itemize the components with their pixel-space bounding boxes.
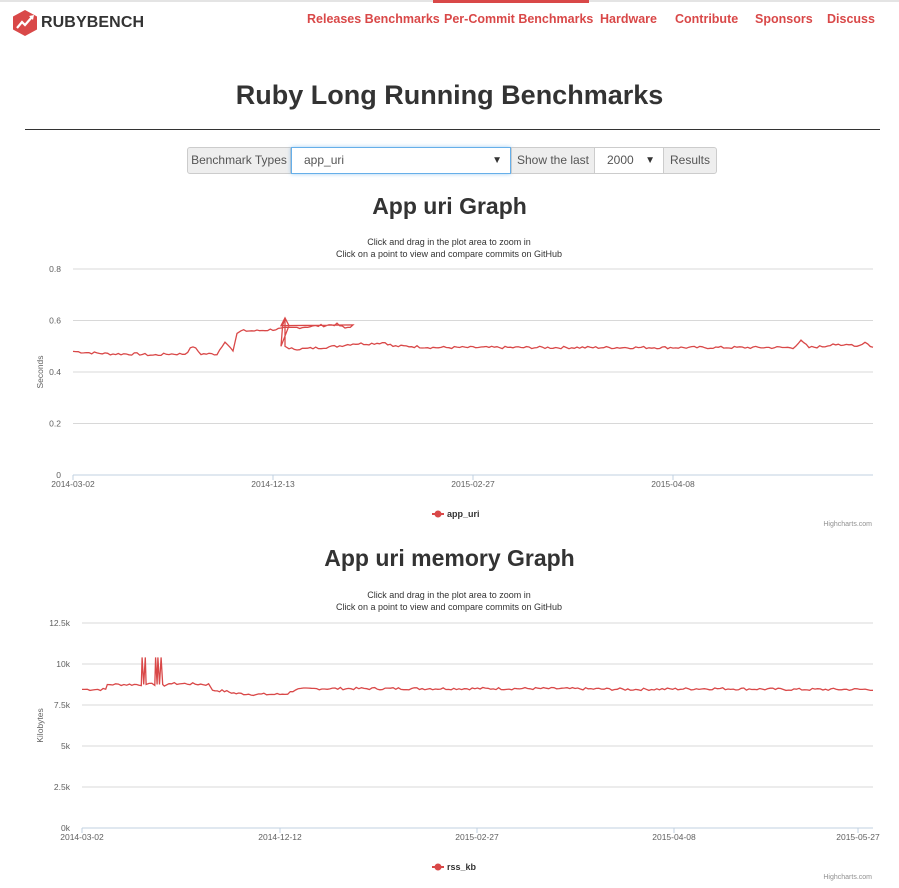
y-tick-label: 12.5k	[49, 618, 71, 628]
series-line-app_uri[interactable]	[72, 316, 874, 357]
app-uri-memory-chart[interactable]: Click and drag in the plot area to zoom …	[0, 583, 899, 883]
nav-active-indicator	[433, 0, 589, 3]
brand-name: RUBYBENCH	[41, 14, 145, 31]
x-tick-label: 2014-03-02	[51, 479, 95, 489]
show-last-label: Show the last	[511, 147, 595, 174]
y-tick-label: 0k	[61, 823, 71, 833]
y-tick-label: 0.8	[49, 264, 61, 274]
x-tick-label: 2014-12-13	[251, 479, 295, 489]
y-tick-label: 0.2	[49, 419, 61, 429]
benchmark-types-label: Benchmark Types	[187, 147, 291, 174]
y-axis-label: Kilobytes	[35, 708, 45, 743]
title-divider	[25, 129, 880, 130]
x-tick-label: 2015-02-27	[455, 832, 499, 842]
show-last-value: 2000	[607, 153, 634, 167]
x-tick-label: 2015-04-08	[651, 479, 695, 489]
nav-discuss[interactable]: Discuss	[827, 12, 875, 26]
legend-marker	[434, 863, 442, 871]
nav-per-commit-benchmarks[interactable]: Per-Commit Benchmarks	[444, 12, 594, 26]
app-uri-chart[interactable]: Click and drag in the plot area to zoom …	[0, 230, 899, 530]
y-tick-label: 10k	[56, 659, 70, 669]
chart-credits[interactable]: Highcharts.com	[823, 521, 872, 528]
nav-sponsors[interactable]: Sponsors	[755, 12, 813, 26]
legend-item-app_uri[interactable]: app_uri	[447, 509, 480, 519]
results-label: Results	[663, 147, 717, 174]
chart-title-app-uri-memory: App uri memory Graph	[324, 545, 575, 571]
chart-subtitle-line: Click and drag in the plot area to zoom …	[367, 237, 531, 247]
x-tick-label: 2014-12-12	[258, 832, 302, 842]
chart-title-app-uri: App uri Graph	[372, 193, 527, 219]
ruby-hexagon-icon	[13, 10, 37, 36]
nav-hardware[interactable]: Hardware	[600, 12, 657, 26]
y-tick-label: 2.5k	[54, 782, 71, 792]
y-tick-label: 5k	[61, 741, 71, 751]
y-axis-label: Seconds	[35, 355, 45, 388]
x-tick-label: 2014-03-02	[60, 832, 104, 842]
y-tick-label: 0.6	[49, 316, 61, 326]
y-tick-label: 7.5k	[54, 700, 71, 710]
chevron-down-icon: ▼	[492, 155, 502, 166]
chevron-down-icon: ▼	[645, 155, 655, 166]
nav-releases-benchmarks[interactable]: Releases Benchmarks	[307, 12, 440, 26]
y-tick-label: 0.4	[49, 367, 61, 377]
chart-subtitle-line: Click on a point to view and compare com…	[336, 249, 562, 259]
chart-subtitle-line: Click and drag in the plot area to zoom …	[367, 590, 531, 600]
legend-marker	[434, 510, 442, 518]
x-tick-label: 2015-02-27	[451, 479, 495, 489]
x-tick-label: 2015-04-08	[652, 832, 696, 842]
benchmark-type-value: app_uri	[304, 153, 345, 167]
show-last-select[interactable]: 2000 ▼	[594, 147, 664, 174]
main-nav: Releases Benchmarks Per-Commit Benchmark…	[0, 0, 899, 44]
legend-item-rss_kb[interactable]: rss_kb	[447, 862, 477, 872]
chart-credits[interactable]: Highcharts.com	[823, 874, 872, 881]
brand-logo[interactable]: RUBYBENCH	[12, 9, 144, 37]
y-tick-label: 0	[56, 470, 61, 480]
series-line-rss_kb[interactable]	[82, 657, 874, 697]
benchmark-type-select[interactable]: app_uri ▼	[291, 147, 511, 174]
nav-contribute[interactable]: Contribute	[675, 12, 739, 26]
chart-subtitle-line: Click on a point to view and compare com…	[336, 602, 562, 612]
page-title: Ruby Long Running Benchmarks	[235, 80, 664, 110]
x-tick-label: 2015-05-27	[836, 832, 880, 842]
